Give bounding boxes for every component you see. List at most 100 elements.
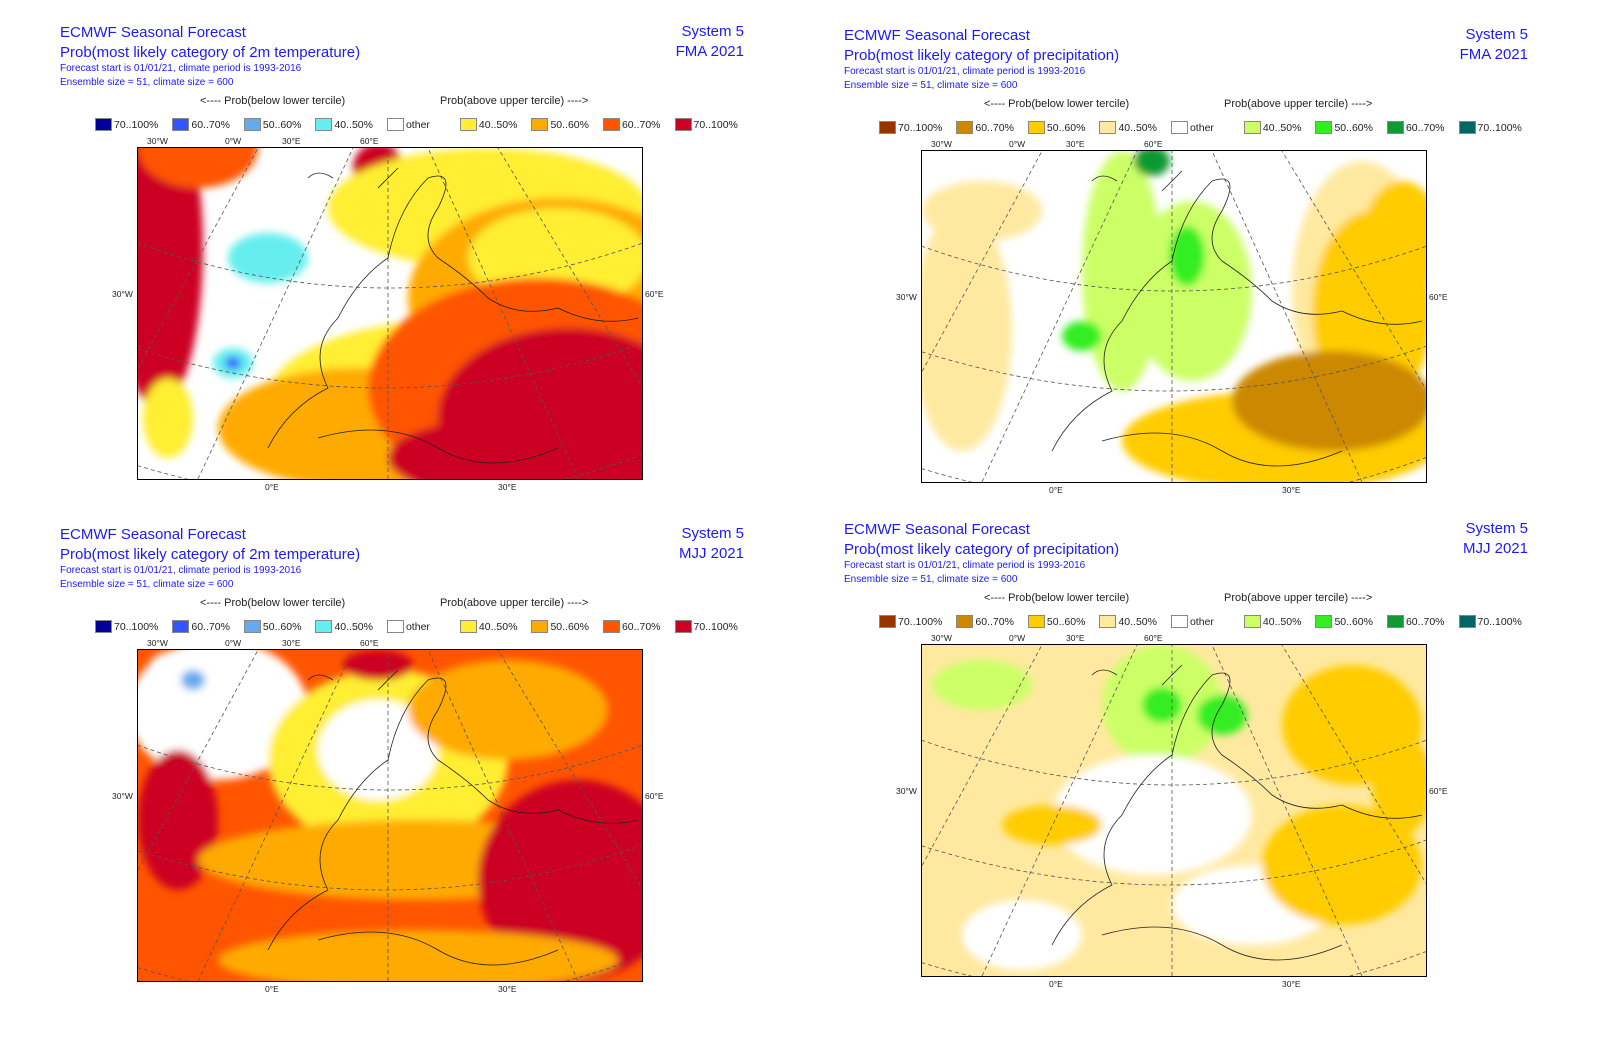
meridian-line xyxy=(981,645,1138,976)
legend-label: 70..100% xyxy=(898,121,943,134)
coastline xyxy=(1051,664,1423,961)
coastline xyxy=(267,669,639,966)
legend-item: 60..70% xyxy=(602,118,661,131)
legend-label: 50..60% xyxy=(550,118,589,131)
legend-swatch xyxy=(879,615,896,628)
panel-subtitle: Prob(most likely category of 2m temperat… xyxy=(60,44,361,61)
legend-swatch xyxy=(315,620,333,633)
probability-area xyxy=(478,780,642,980)
axis-label-top: 0°W xyxy=(225,638,242,648)
probability-area xyxy=(1169,226,1205,286)
legend-item: 40..50% xyxy=(459,620,517,633)
legend: 70..100% 60..70% 50..60% 40..50% other 40..50… xyxy=(95,118,752,131)
legend-swatch xyxy=(1099,121,1117,134)
graticule xyxy=(138,650,642,981)
legend-label: 60..70% xyxy=(191,620,230,633)
legend-label: 70..100% xyxy=(1477,121,1522,134)
probability-areas xyxy=(932,645,1426,970)
axis-label-bottom: 0°E xyxy=(265,482,279,492)
legend-swatch xyxy=(315,118,333,131)
legend-swatch xyxy=(1315,121,1333,134)
legend-swatch xyxy=(1027,615,1045,628)
parallel-line xyxy=(922,345,1426,392)
probability-area xyxy=(1232,351,1426,451)
legend-item: 50..60% xyxy=(1027,615,1085,628)
system-period: System 5 FMA 2021 xyxy=(1460,25,1528,65)
probability-area xyxy=(962,900,1082,970)
legend-label: other xyxy=(1189,615,1214,628)
legend-item: 50..60% xyxy=(531,118,589,131)
probability-area xyxy=(1262,805,1422,925)
probability-area xyxy=(388,418,628,479)
above-tercile-label: Prob(above upper tercile) ----> xyxy=(1224,98,1373,110)
below-tercile-label: <---- Prob(below lower tercile) xyxy=(200,597,346,609)
legend: 70..100% 60..70% 50..60% 40..50% other 40..50… xyxy=(879,121,1536,134)
forecast-map xyxy=(137,649,643,982)
legend-swatch xyxy=(1458,121,1476,134)
probability-area xyxy=(932,660,1032,710)
probability-area xyxy=(408,660,608,760)
above-tercile-label: Prob(above upper tercile) ----> xyxy=(440,597,589,609)
legend-label: 60..70% xyxy=(621,620,661,633)
axis-label-top: 0°W xyxy=(225,136,242,146)
system-period: System 5 FMA 2021 xyxy=(676,22,744,62)
legend-item: 60..70% xyxy=(172,620,230,633)
legend-item: other xyxy=(1170,121,1214,134)
legend-item: 70..100% xyxy=(674,620,738,633)
legend-swatch xyxy=(602,118,620,131)
period-label: FMA 2021 xyxy=(675,43,744,60)
ensemble-size-text: Ensemble size = 51, climate size = 600 xyxy=(60,579,234,590)
forecast-map xyxy=(921,150,1427,483)
panel-subtitle: Prob(most likely category of precipitati… xyxy=(844,47,1120,64)
probability-area xyxy=(1197,695,1247,735)
legend-item: 50..60% xyxy=(1315,121,1373,134)
axis-label-bottom: 30°E xyxy=(1282,979,1301,989)
probability-areas xyxy=(138,650,642,981)
legend-label: 40..50% xyxy=(1262,615,1302,628)
parallel-line xyxy=(138,342,642,389)
axis-label-top: 0°W xyxy=(1009,633,1026,643)
parallel-line xyxy=(138,242,642,289)
meridian-line xyxy=(497,650,642,890)
legend-item: other xyxy=(1170,615,1214,628)
graticule xyxy=(138,148,642,479)
ensemble-size-text: Ensemble size = 51, climate size = 600 xyxy=(844,574,1018,585)
forecast-start-text: Forecast start is 01/01/21, climate peri… xyxy=(60,565,302,576)
parallel-line xyxy=(922,839,1426,886)
axis-label-left: 30°W xyxy=(896,786,917,796)
panel-temp-fma: ECMWF Seasonal Forecast Prob(most likely … xyxy=(0,0,780,500)
legend-item: 60..70% xyxy=(956,121,1014,134)
above-tercile-label: Prob(above upper tercile) ----> xyxy=(440,95,589,107)
axis-label-bottom: 30°E xyxy=(498,482,517,492)
legend-label: 40..50% xyxy=(334,118,373,131)
meridian-line xyxy=(1211,645,1363,976)
legend-label: 50..60% xyxy=(1334,615,1373,628)
axis-label-top: 30°E xyxy=(282,638,301,648)
legend-item: 40..50% xyxy=(459,118,517,131)
legend-swatch xyxy=(531,118,549,131)
system-period: System 5 MJJ 2021 xyxy=(679,524,744,564)
legend-item: 70..100% xyxy=(879,121,942,134)
legend-item: 50..60% xyxy=(1315,615,1373,628)
legend-label: 60..70% xyxy=(191,118,230,131)
legend-item: 60..70% xyxy=(1386,615,1445,628)
legend-label: 50..60% xyxy=(262,620,302,633)
period-label: MJJ 2021 xyxy=(1462,540,1528,557)
system-label: System 5 xyxy=(1465,520,1528,537)
axis-label-top: 60°E xyxy=(1144,633,1163,643)
map-field xyxy=(138,650,642,981)
legend-item: 70..100% xyxy=(95,620,158,633)
legend-swatch xyxy=(1027,121,1045,134)
map-field xyxy=(922,645,1426,976)
legend-swatch xyxy=(243,118,261,131)
legend-label: other xyxy=(405,620,430,633)
probability-areas xyxy=(138,148,642,479)
axis-label-bottom: 30°E xyxy=(1282,485,1301,495)
legend-label: 70..100% xyxy=(693,620,738,633)
legend-item: other xyxy=(386,620,430,633)
panel-prec-mjj: ECMWF Seasonal Forecast Prob(most likely … xyxy=(784,497,1564,997)
legend-swatch xyxy=(674,620,692,633)
legend-item: 40..50% xyxy=(1243,615,1302,628)
period-label: MJJ 2021 xyxy=(678,545,744,562)
map-field xyxy=(922,151,1426,482)
